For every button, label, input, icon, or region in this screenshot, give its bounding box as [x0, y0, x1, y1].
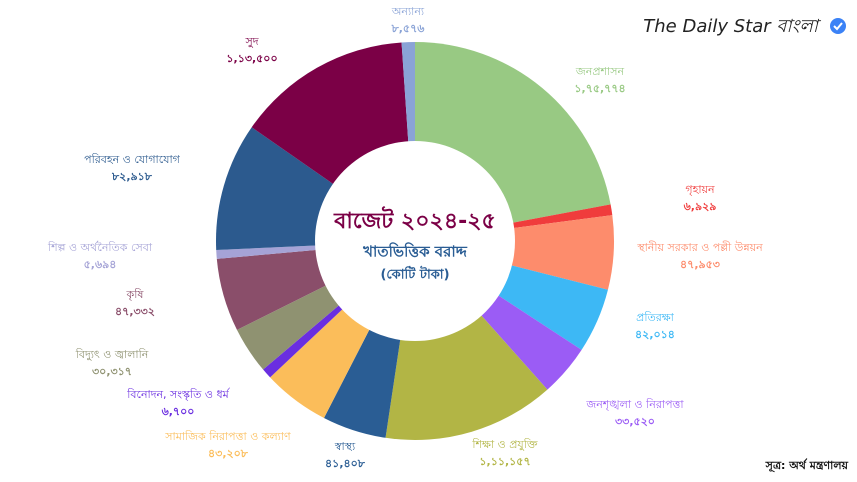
- value-label: ৪৭,৩৩২: [115, 305, 155, 318]
- category-label: বিনোদন, সংস্কৃতি ও ধর্ম: [126, 388, 231, 401]
- source-note: সূত্র: অর্থ মন্ত্রণালয়: [765, 458, 849, 473]
- category-label: শিল্প ও অর্থনৈতিক সেবা: [47, 241, 153, 254]
- category-label: প্রতিরক্ষা: [636, 311, 675, 324]
- verified-badge: [830, 18, 846, 34]
- category-label: সুদ: [244, 35, 258, 48]
- value-label: ৩০,৩১৭: [92, 365, 132, 378]
- category-label: স্থানীয় সরকার ও পল্লী উন্নয়ন: [636, 241, 763, 254]
- donut-hole: [315, 141, 515, 341]
- chart-subtitle: খাতভিত্তিক বরাদ্দ: [362, 242, 468, 261]
- category-label: স্বাস্থ্য: [334, 440, 356, 453]
- value-label: ১,৭৫,৭৭৪: [574, 82, 625, 95]
- category-label: জনশৃঙ্খলা ও নিরাপত্তা: [585, 398, 684, 411]
- value-label: ৮,৫৭৬: [391, 22, 426, 35]
- value-label: ৪৭,৯৫৩: [680, 258, 720, 271]
- brand-logo: The Daily Star বাংলা: [643, 16, 821, 37]
- category-label: গৃহায়ন: [685, 183, 715, 196]
- value-label: ৪২,০১৪: [635, 328, 675, 341]
- category-label: সামাজিক নিরাপত্তা ও কল্যাণ: [164, 430, 291, 443]
- value-label: ৮২,৯১৮: [111, 170, 153, 183]
- value-label: ৫,৬৯৪: [84, 258, 117, 271]
- value-label: ৬,৯২৯: [684, 200, 717, 213]
- value-label: ১,১১,১৫৭: [479, 455, 530, 468]
- category-label: বিদ্যুৎ ও জ্বালানি: [75, 348, 149, 361]
- value-label: ১,১৩,৫০০: [226, 52, 277, 65]
- unit-note: (কোটি টাকা): [380, 266, 449, 283]
- category-label: জনপ্রশাসন: [575, 65, 625, 78]
- value-label: ৬,৭০০: [162, 405, 195, 418]
- category-label: কৃষি: [126, 288, 145, 301]
- category-label: পরিবহন ও যোগাযোগ: [84, 153, 181, 166]
- value-label: ৩৩,৫২০: [615, 415, 655, 428]
- value-label: ৪৩,২০৮: [208, 447, 249, 460]
- verified-check: [833, 22, 843, 31]
- donut-slice: [415, 215, 614, 290]
- value-label: ৪১,৪০৮: [325, 457, 366, 470]
- chart-title: বাজেট ২০২৪-২৫: [333, 206, 496, 234]
- category-label: অন্যান্য: [391, 5, 425, 18]
- category-label: শিক্ষা ও প্রযুক্তি: [471, 438, 538, 451]
